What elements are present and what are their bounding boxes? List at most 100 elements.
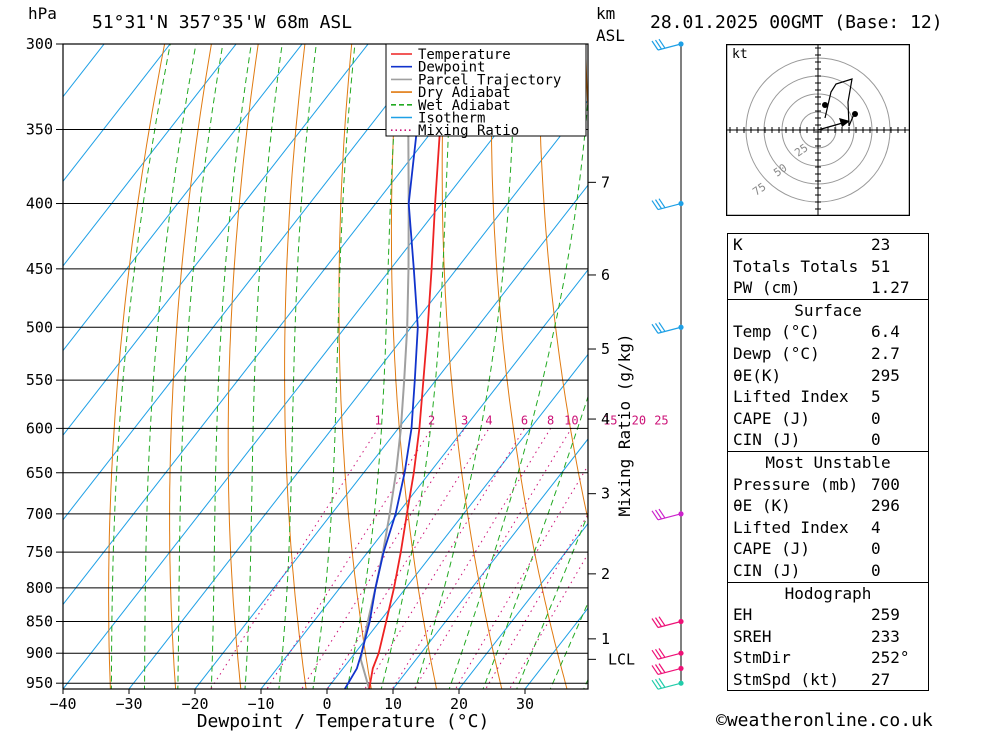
wind-barb-staff: [657, 43, 682, 51]
isotherm-line: [326, 353, 588, 689]
hodograph-point-mid: [852, 111, 858, 117]
pressure-unit-label: hPa: [28, 4, 57, 23]
index-value: 2.7: [871, 343, 900, 363]
mixing-ratio-line: [509, 552, 588, 689]
wet-adiabat-line: [312, 44, 356, 689]
isotherm-line: [63, 44, 105, 98]
x-tick-label: −10: [247, 695, 274, 713]
mixing-ratio-line: [326, 428, 490, 689]
wind-barb-feather: [658, 508, 666, 519]
mixing-ratio-label: 25: [654, 413, 668, 427]
index-row: Temp (°C) 6.4: [728, 321, 928, 343]
x-tick-label: −30: [115, 695, 142, 713]
index-label: Temp (°C): [733, 322, 820, 342]
pressure-tick-label: 900: [26, 644, 53, 662]
wet-adiabat-line: [210, 44, 252, 689]
wet-adiabat-line: [414, 44, 518, 689]
hodograph-indices: EH 259 SREH 233 StmDir 252° StmSpd (kt) 27: [728, 604, 928, 690]
lcl-label: LCL: [608, 650, 635, 668]
index-row: SREH 233: [728, 626, 928, 648]
wind-barb-feather: [658, 616, 666, 627]
legend-entry: Wet Adiabat: [418, 98, 511, 114]
index-label: CIN (J): [733, 560, 801, 580]
mixing-ratio-line: [266, 428, 433, 689]
wind-barb-feather: [655, 323, 662, 333]
mixing-ratio-label: 15: [603, 413, 617, 427]
index-value: 700: [871, 474, 900, 494]
mixing-ratio-label: 4: [485, 413, 492, 427]
wind-barb-feather: [651, 679, 659, 690]
mixing-ratio-label: 20: [632, 413, 646, 427]
index-row: Totals Totals 51: [728, 256, 928, 278]
km-tick-label: 3: [601, 485, 610, 503]
index-row: θE(K) 295: [728, 365, 928, 387]
legend-entry: Mixing Ratio: [418, 123, 519, 139]
x-tick-label: 10: [384, 695, 402, 713]
index-label: Totals Totals: [733, 256, 859, 276]
pressure-tick-label: 350: [26, 120, 53, 138]
mixing-ratio-axis-title: Mixing Ratio (g/kg): [615, 333, 634, 516]
wind-barb-feather: [658, 678, 666, 688]
index-value: 4: [871, 517, 881, 537]
km-tick-label: 2: [601, 565, 610, 583]
storm-motion-arrowhead: [839, 118, 850, 127]
mixing-ratio-line: [301, 428, 466, 689]
isotherm-line: [0, 0, 51, 712]
x-tick-label: −20: [181, 695, 208, 713]
wind-barb-feather: [655, 509, 662, 520]
index-value: 1.27: [871, 278, 910, 298]
legend-entry: Parcel Trajectory: [418, 72, 561, 88]
pressure-tick-label: 600: [26, 419, 53, 437]
isotherm-line: [573, 0, 720, 712]
wind-barb-staff: [657, 667, 682, 675]
wind-barb-feather: [651, 665, 659, 675]
hodograph-point-low: [822, 102, 828, 108]
location-label: 51°31'N 357°35'W 68m ASL: [92, 12, 353, 33]
index-label: CAPE (J): [733, 408, 811, 428]
index-row: θE (K) 296: [728, 495, 928, 517]
dry-adiabat-line: [338, 44, 372, 689]
pressure-tick-label: 750: [26, 543, 53, 561]
index-row: CIN (J) 0: [728, 429, 928, 451]
legend-entry: Isotherm: [418, 111, 485, 127]
dry-adiabat-line: [169, 44, 212, 689]
dry-adiabat-line: [390, 44, 438, 689]
legend-entry: Dewpoint: [418, 60, 485, 76]
mixing-ratio-label: 8: [547, 413, 554, 427]
pressure-tick-label: 850: [26, 613, 53, 631]
index-row: Lifted Index 5: [728, 386, 928, 408]
index-value: 0: [871, 408, 881, 428]
index-label: Pressure (mb): [733, 474, 859, 494]
wet-adiabat-line: [516, 513, 588, 689]
plot-frame: [62, 43, 589, 690]
mixing-ratio-label: 6: [521, 413, 528, 427]
index-row: EH 259: [728, 604, 928, 626]
wet-adiabat-line: [346, 44, 401, 689]
index-value: 6.4: [871, 322, 900, 342]
mixing-ratio-label: 10: [564, 413, 578, 427]
wet-adiabat-line: [448, 94, 588, 689]
index-value: 23: [871, 235, 891, 254]
legend-entry: Temperature: [418, 47, 511, 63]
wet-adiabat-line: [110, 44, 171, 689]
index-row: CIN (J) 0: [728, 560, 928, 582]
wind-barb-staff: [657, 513, 682, 521]
index-label: θE(K): [733, 365, 782, 385]
index-value: 0: [871, 560, 881, 580]
index-value: 259: [871, 605, 900, 625]
wet-adiabat-line: [549, 601, 588, 689]
wind-barb-feather: [655, 664, 662, 674]
basic-indices: K 23 Totals Totals 51 PW (cm) 1.27: [728, 234, 928, 299]
wet-adiabat-line: [144, 44, 197, 689]
unstable-section-title: Most Unstable: [765, 452, 891, 472]
x-tick-label: 0: [322, 695, 331, 713]
wind-barb-staff: [657, 620, 682, 629]
pressure-tick-label: 400: [26, 195, 53, 213]
wind-barb-staff: [657, 652, 682, 660]
wind-barb-feather: [651, 323, 659, 334]
wet-adiabat-line: [380, 44, 454, 689]
index-value: 233: [871, 626, 900, 646]
isotherm-line: [0, 0, 117, 712]
wind-barb-feather: [651, 649, 659, 660]
